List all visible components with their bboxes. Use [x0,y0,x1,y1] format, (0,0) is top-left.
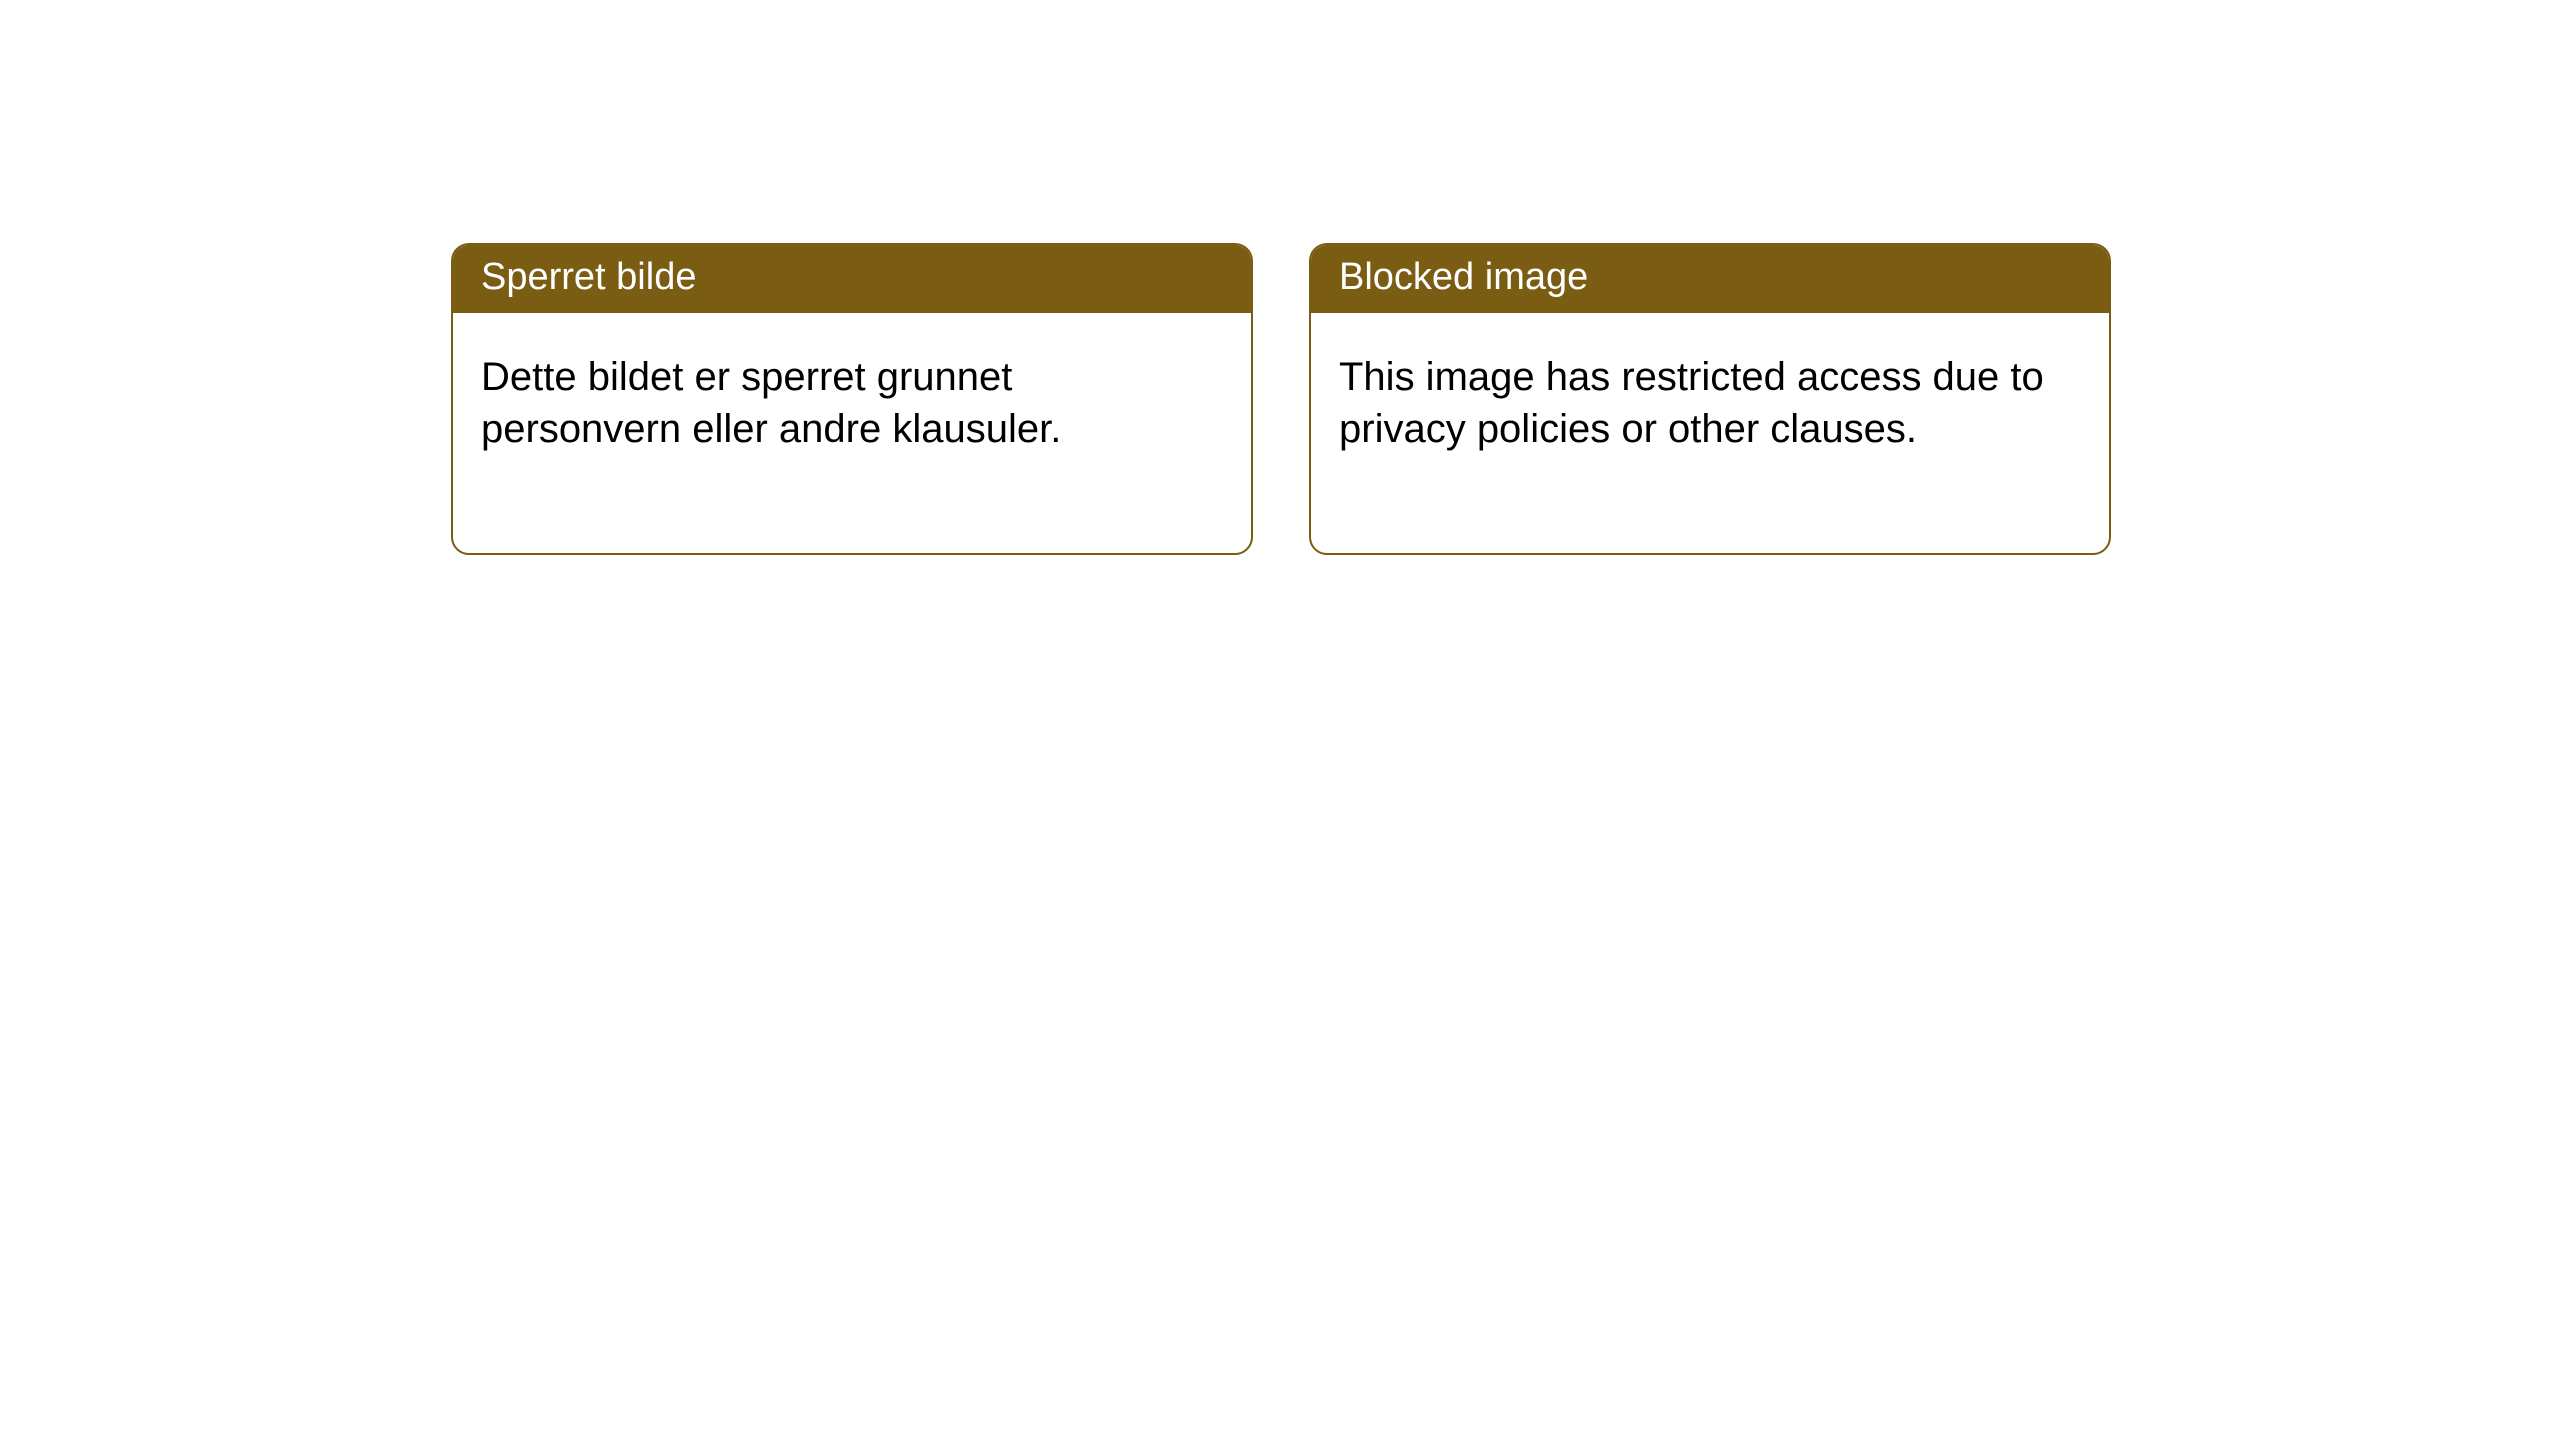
notice-card-norwegian: Sperret bilde Dette bildet er sperret gr… [451,243,1253,555]
notice-body: Dette bildet er sperret grunnet personve… [453,313,1251,553]
notice-body: This image has restricted access due to … [1311,313,2109,553]
notice-container: Sperret bilde Dette bildet er sperret gr… [0,0,2560,555]
notice-header: Blocked image [1311,245,2109,313]
notice-header: Sperret bilde [453,245,1251,313]
notice-card-english: Blocked image This image has restricted … [1309,243,2111,555]
